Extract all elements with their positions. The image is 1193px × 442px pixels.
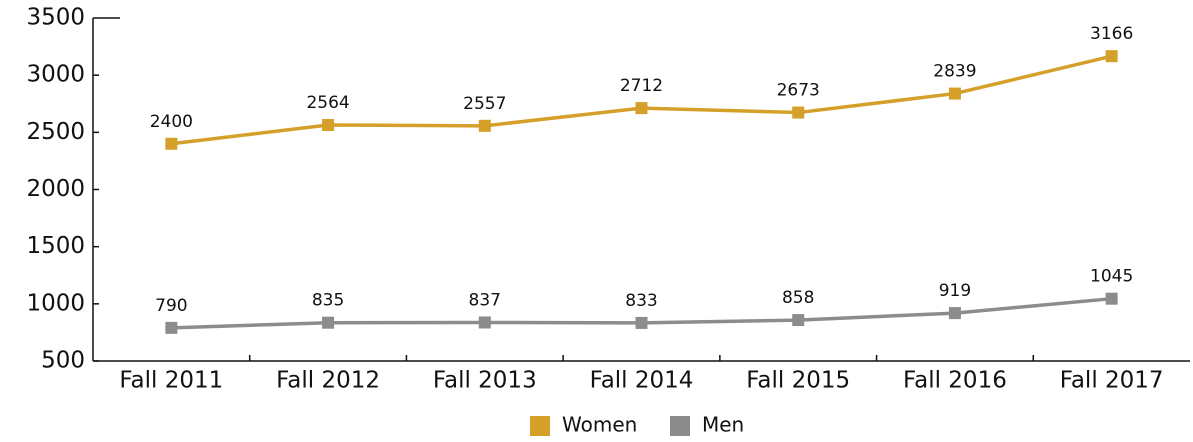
marker — [792, 314, 805, 327]
marker — [792, 106, 805, 119]
y-tick-label: 1500 — [26, 233, 85, 259]
y-tick-label: 1000 — [26, 290, 85, 316]
y-tick-label: 2000 — [26, 176, 85, 202]
legend-label: Women — [562, 413, 637, 437]
data-label: 790 — [155, 296, 187, 316]
data-label: 837 — [469, 290, 501, 310]
marker — [322, 119, 335, 132]
marker — [1105, 50, 1118, 63]
marker — [165, 137, 178, 150]
data-label: 833 — [625, 291, 657, 311]
legend-swatch — [670, 416, 690, 436]
data-label: 919 — [939, 281, 971, 301]
y-tick-label: 500 — [41, 348, 85, 374]
legend-swatch — [530, 416, 550, 436]
marker — [322, 316, 335, 329]
data-label: 2673 — [777, 81, 820, 101]
data-label: 835 — [312, 291, 344, 311]
data-label: 2400 — [150, 112, 193, 132]
marker — [165, 321, 178, 334]
x-tick-label: Fall 2016 — [903, 368, 1007, 394]
data-label: 1045 — [1090, 267, 1133, 287]
data-label: 2712 — [620, 76, 663, 96]
data-label: 858 — [782, 288, 814, 308]
y-tick-label: 3000 — [26, 62, 85, 88]
x-tick-label: Fall 2012 — [276, 368, 380, 394]
marker — [948, 307, 961, 320]
marker — [478, 119, 491, 132]
marker — [635, 102, 648, 115]
legend-label: Men — [702, 413, 744, 437]
x-tick-label: Fall 2017 — [1060, 368, 1164, 394]
data-label: 2839 — [933, 62, 976, 82]
data-label: 2564 — [306, 93, 349, 113]
x-tick-label: Fall 2015 — [746, 368, 850, 394]
x-tick-label: Fall 2011 — [119, 368, 223, 394]
marker — [948, 87, 961, 100]
marker — [635, 316, 648, 329]
data-label: 2557 — [463, 94, 506, 114]
x-tick-label: Fall 2014 — [590, 368, 694, 394]
marker — [1105, 292, 1118, 305]
y-tick-label: 3500 — [26, 5, 85, 31]
y-tick-label: 2500 — [26, 119, 85, 145]
data-label: 3166 — [1090, 24, 1133, 44]
marker — [478, 316, 491, 329]
x-tick-label: Fall 2013 — [433, 368, 537, 394]
